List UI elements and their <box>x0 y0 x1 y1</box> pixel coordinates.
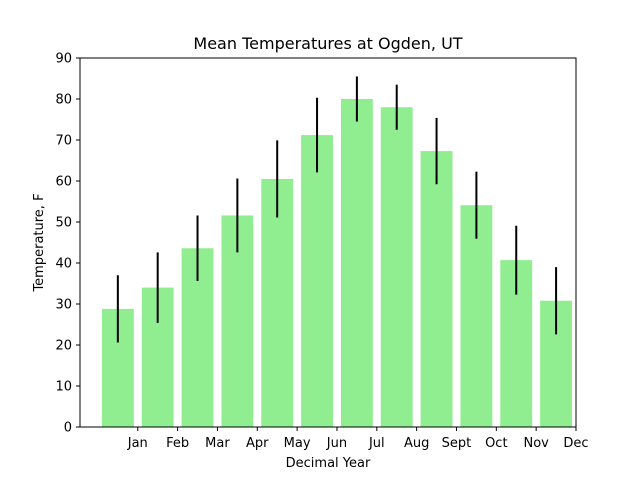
y-tick-label: 10 <box>55 380 72 395</box>
y-tick-label: 40 <box>55 257 72 272</box>
x-tick-label-jun: Jun <box>326 436 347 451</box>
x-axis-label: Decimal Year <box>286 456 371 471</box>
x-tick-label-nov: Nov <box>523 436 549 451</box>
x-tick-label-feb: Feb <box>166 436 189 451</box>
x-tick-label-apr: Apr <box>246 436 269 451</box>
x-tick-label-mar: Mar <box>205 436 230 451</box>
x-tick-label-dec: Dec <box>563 436 588 451</box>
y-tick-label: 70 <box>55 134 72 149</box>
y-axis-label: Temperature, F <box>32 193 47 292</box>
plot-area <box>101 76 573 427</box>
y-tick-label: 0 <box>64 421 72 436</box>
chart-title: Mean Temperatures at Ogden, UT <box>193 34 462 53</box>
bar-may <box>261 178 294 427</box>
y-tick-label: 30 <box>55 298 72 313</box>
axes: 0 10 20 30 40 50 60 70 80 90 Jan Feb Mar Apr May Jun Jul… <box>55 52 588 452</box>
bar-sept <box>420 151 453 427</box>
x-tick-label-may: May <box>284 436 311 451</box>
bar-jul <box>340 99 373 427</box>
y-tick-label: 50 <box>55 216 72 231</box>
bar-aug <box>380 107 413 427</box>
x-tick-label-jul: Jul <box>368 436 385 451</box>
x-tick-label-oct: Oct <box>485 436 507 451</box>
y-tick-label: 90 <box>55 52 72 67</box>
plot-frame <box>79 57 577 428</box>
y-tick-label: 60 <box>55 175 72 190</box>
y-tick-label: 20 <box>55 339 72 354</box>
x-tick-label-sept: Sept <box>442 436 472 451</box>
y-tick-label: 80 <box>55 93 72 108</box>
bar-oct <box>460 205 493 427</box>
bar-jun <box>301 135 333 427</box>
x-tick-label-jan: Jan <box>127 436 148 451</box>
x-tick-label-aug: Aug <box>404 436 429 451</box>
